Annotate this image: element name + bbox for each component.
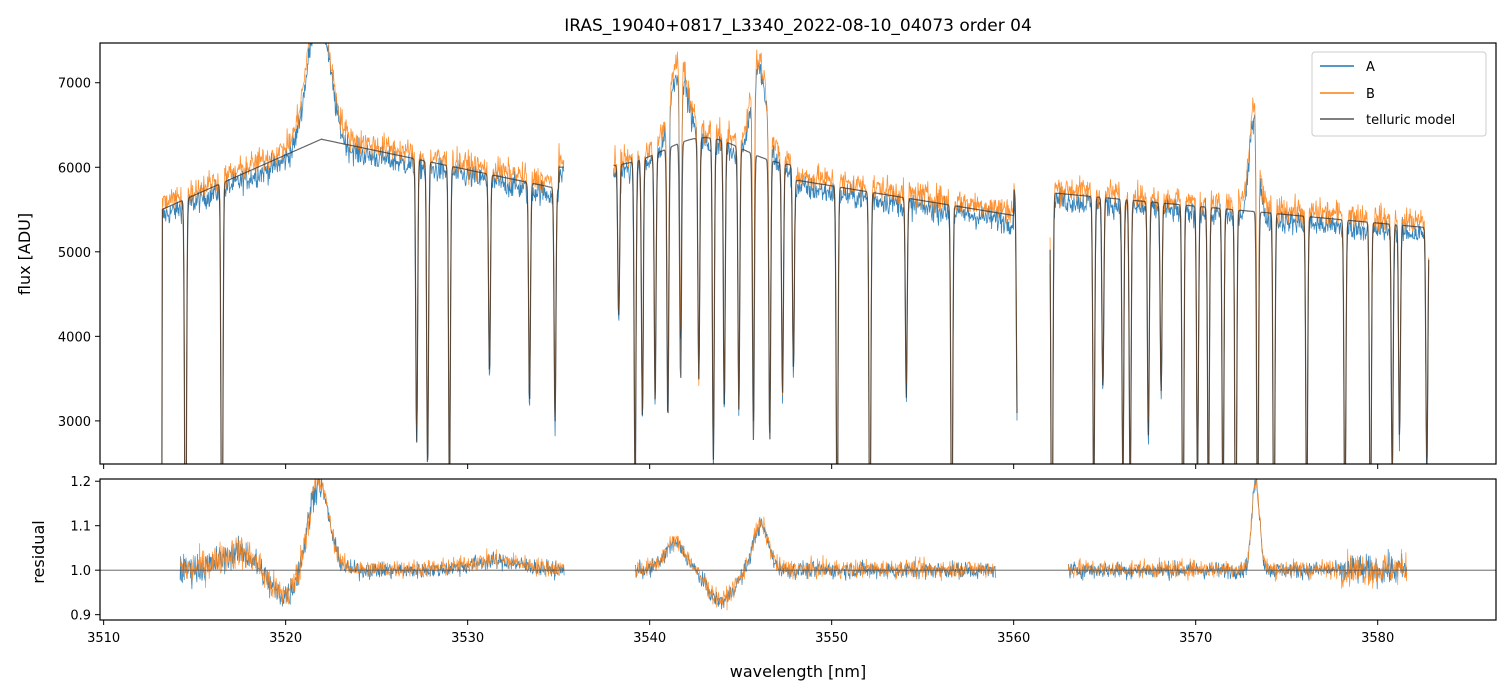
chart-title: IRAS_19040+0817_L3340_2022-08-10_04073 o… — [564, 16, 1032, 36]
legend-label-a: A — [1366, 60, 1375, 75]
y-axis-label-flux: flux [ADU] — [15, 213, 34, 295]
y-axis-label-residual: residual — [29, 520, 48, 583]
residual-plot-frame — [99, 478, 1497, 621]
residual-b-line — [179, 479, 1408, 611]
series-a-line — [161, 43, 1430, 464]
residual-a-line — [179, 479, 1408, 610]
legend-label-telluric: telluric model — [1366, 113, 1455, 128]
spectrum-plot-frame — [99, 42, 1497, 465]
x-tick-label: 3570 — [1179, 631, 1212, 646]
x-axis-label-wavelength: wavelength [nm] — [730, 662, 867, 681]
y-tick-label: 1.2 — [70, 475, 91, 490]
x-tick-label: 3510 — [87, 631, 120, 646]
legend: A B telluric model — [1311, 51, 1487, 137]
x-tick-label: 3530 — [451, 631, 484, 646]
y-tick-label: 1.1 — [70, 520, 91, 535]
x-tick-label: 3580 — [1361, 631, 1394, 646]
y-tick-label: 0.9 — [70, 609, 91, 624]
spectrum-panel: 3000 4000 5000 6000 7000 flux [ADU] A B tell… — [15, 42, 1497, 469]
x-tick-label: 3560 — [997, 631, 1030, 646]
y-tick-label: 3000 — [58, 415, 91, 430]
y-tick-label: 7000 — [58, 77, 91, 92]
x-tick-label: 3520 — [269, 631, 302, 646]
x-tick-label: 3550 — [815, 631, 848, 646]
residual-panel: 0.9 1.0 1.1 1.2 3510 3520 3530 3540 3550 3560 357… — [29, 475, 1497, 681]
y-tick-label: 6000 — [58, 161, 91, 176]
y-tick-label: 4000 — [58, 330, 91, 345]
series-b-line — [161, 43, 1430, 464]
legend-label-b: B — [1366, 87, 1375, 102]
legend-box — [1311, 51, 1487, 137]
telluric-model-line — [161, 137, 1430, 464]
x-tick-label: 3540 — [633, 631, 666, 646]
y-tick-label: 1.0 — [70, 564, 91, 579]
y-tick-label: 5000 — [58, 246, 91, 261]
